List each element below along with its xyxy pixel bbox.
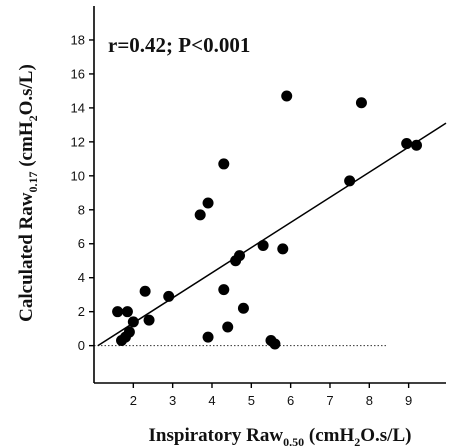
x-tick-label: 5 [248,393,255,408]
y-tick-label: 14 [71,100,85,115]
x-tick-label: 8 [366,393,373,408]
data-points [112,90,423,350]
data-point [257,239,269,251]
y-tick-label: 10 [71,168,85,183]
data-point [281,90,293,102]
y-tick-label: 0 [78,338,85,353]
data-point [163,290,175,302]
data-point [127,316,139,328]
data-point [202,197,214,209]
data-point [222,321,234,333]
y-tick-label: 8 [78,202,85,217]
data-point [411,139,423,151]
y-tick-label: 18 [71,32,85,47]
axes [93,6,446,384]
x-tick-label: 9 [405,393,412,408]
data-point [202,331,214,343]
regression-line [97,122,447,347]
data-point [139,285,151,297]
y-tick-label: 16 [71,66,85,81]
data-point [234,250,246,262]
data-point [344,175,356,187]
x-tick-label: 4 [208,393,215,408]
y-tick-label: 12 [71,134,85,149]
data-point [269,338,281,350]
data-point [121,306,133,318]
x-axis-title: Inspiratory Raw0.50 (cmH2O.s/L) [149,425,412,448]
data-point [143,314,155,326]
data-point [237,302,249,314]
data-point [123,326,135,338]
regression-line-layer [97,122,447,347]
data-point [277,243,289,255]
x-tick-label: 6 [287,393,294,408]
data-point [355,97,367,109]
data-point [401,138,413,150]
y-tick-label: 6 [78,236,85,251]
data-point [218,284,230,296]
x-tick-label: 3 [169,393,176,408]
y-axis-title: Calculated Raw0.17 (cmH2O.s/L) [16,64,40,322]
y-tick-label: 4 [78,270,85,285]
data-point [112,306,124,318]
ticks: 2 3 4 5 6 7 8 9 0 2 4 6 8 10 12 14 16 18 [71,32,413,408]
data-point [194,209,206,221]
x-tick-label: 7 [326,393,333,408]
y-tick-label: 2 [78,304,85,319]
data-point [218,158,230,170]
x-tick-label: 2 [130,393,137,408]
correlation-annotation: r=0.42; P<0.001 [108,33,250,57]
